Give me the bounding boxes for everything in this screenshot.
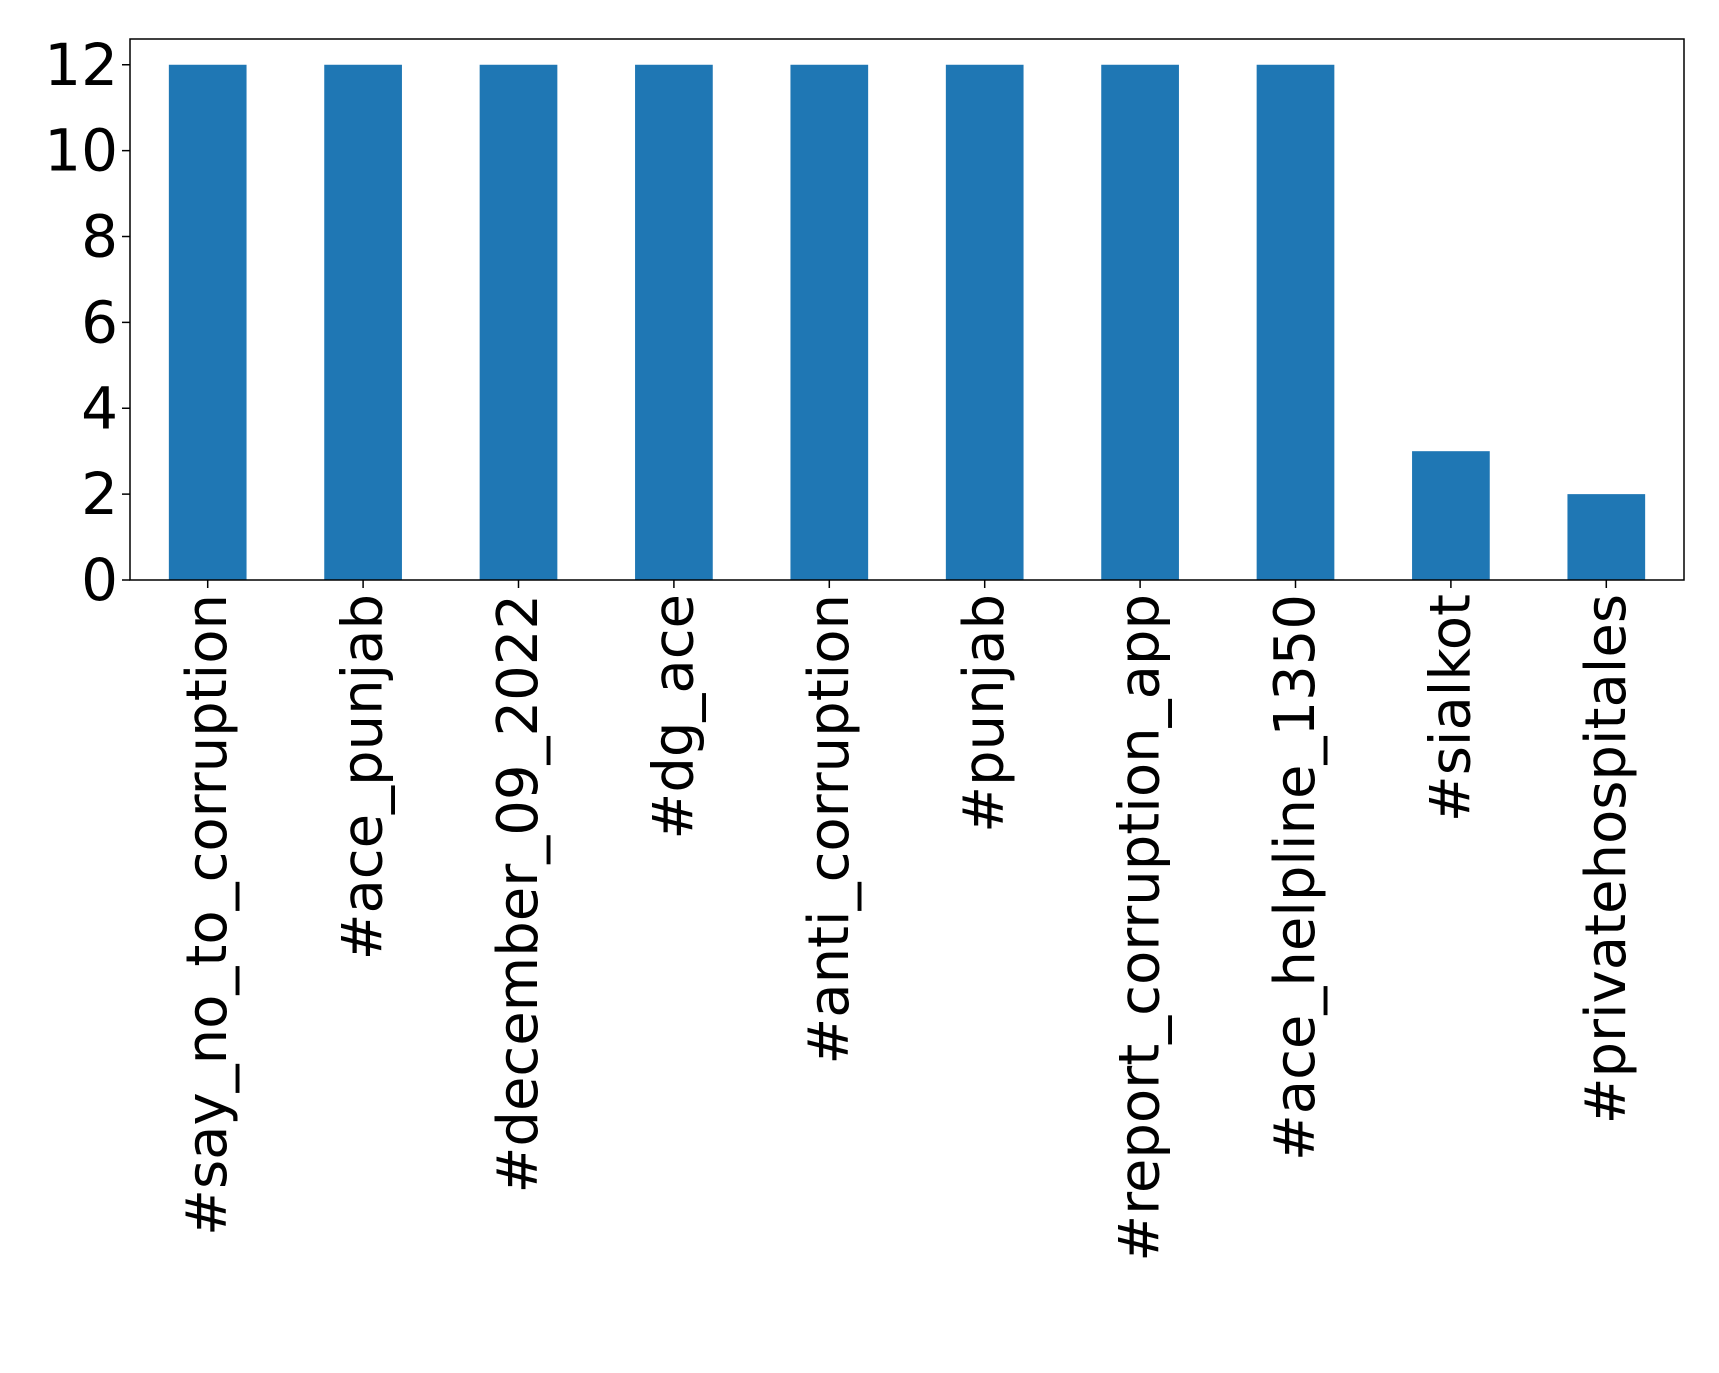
bar: [1567, 494, 1646, 580]
bar: [1101, 64, 1179, 580]
y-tick-label: 10: [44, 117, 118, 185]
bar: [1256, 64, 1335, 580]
bar: [479, 64, 558, 580]
bar: [635, 64, 713, 580]
x-tick-label: #ace_helpline_1350: [1263, 594, 1328, 1161]
y-tick-label: 8: [81, 203, 118, 271]
x-tick-label: #punjab: [952, 594, 1017, 833]
bar: [945, 64, 1024, 580]
x-tick-label: #anti_corruption: [797, 594, 862, 1065]
plot-frame: [129, 38, 1685, 581]
bar: [1412, 451, 1490, 580]
y-tick-label: 2: [81, 460, 118, 528]
x-tick-label: #sialkot: [1418, 594, 1483, 822]
x-tick-label: #privatehospitales: [1574, 594, 1639, 1124]
y-tick-label: 6: [81, 288, 118, 356]
y-tick-label: 12: [44, 31, 118, 99]
x-tick-label: #report_corruption_app: [1108, 594, 1173, 1262]
bar: [168, 64, 247, 580]
bars-group: [168, 64, 1646, 580]
bar: [324, 64, 402, 580]
x-tick-label: #ace_punjab: [331, 594, 396, 960]
y-axis: 0 2 4 6 8 10 12: [44, 31, 130, 614]
x-tick-label: #december_09_2022: [486, 594, 551, 1194]
x-tick-label: #dg_ace: [641, 594, 706, 840]
y-tick-label: 0: [81, 546, 118, 614]
x-axis: #say_no_to_corruption #ace_punjab #decembe…: [175, 580, 1639, 1262]
y-tick-label: 4: [81, 374, 118, 442]
bar: [790, 64, 869, 580]
x-tick-label: #say_no_to_corruption: [175, 594, 240, 1236]
